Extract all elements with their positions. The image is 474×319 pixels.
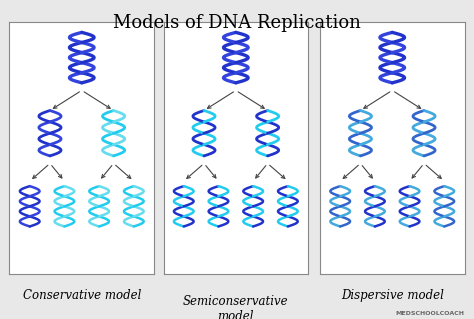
Text: Semiconservative
model: Semiconservative model — [183, 295, 289, 319]
Text: Dispersive model: Dispersive model — [341, 289, 444, 302]
Text: Conservative model: Conservative model — [23, 289, 141, 302]
Text: MEDSCHOOLCOACH: MEDSCHOOLCOACH — [395, 311, 465, 316]
Text: Models of DNA Replication: Models of DNA Replication — [113, 14, 361, 32]
